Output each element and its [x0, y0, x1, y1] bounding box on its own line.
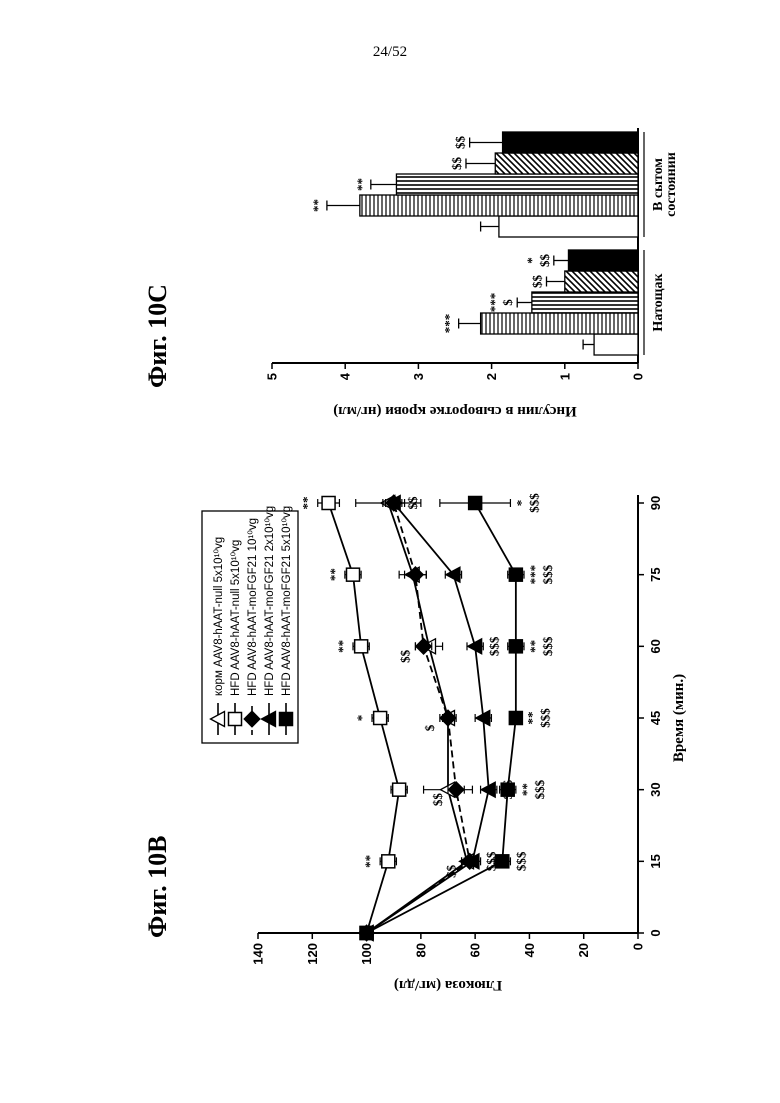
fig10c-y-tick-label: 3 — [411, 373, 426, 380]
fig10c-y-tick-label: 4 — [338, 372, 353, 380]
fig10b-plot-area: 0 20 40 60 80 100 120 140 0 15 30 45 60 75 90 Время (ми… — [202, 493, 687, 993]
fig10c-significance-label: ** — [310, 199, 325, 212]
fig10b-legend-marker — [229, 713, 242, 726]
fig10b-point — [509, 712, 522, 725]
fig10b-significance-label: **$$$ — [527, 636, 555, 656]
fig10b-legend-label: HFD AAV8-hAAT-null 5x10¹⁰vg — [230, 540, 242, 696]
fig10b-significance-label: $$ — [405, 496, 420, 510]
fig10b-y-tick-label: 20 — [576, 943, 591, 957]
fig10b-significance-label: $$ — [430, 793, 445, 807]
fig10b-y-axis-label: Глюкоза (мг/дл) — [394, 977, 502, 993]
fig10b-significance-label: $$$ — [486, 636, 501, 656]
fig10c-group-2: ** ** $$ $$ В сытомсостоянии — [310, 132, 679, 237]
fig10b-legend-label: HFD AAV8-hAAT-moFGF21 2x10¹⁰vg — [264, 506, 276, 696]
figure-10b: Фиг. 10B 0 20 40 60 80 100 120 140 0 15 30 45 60 75 90… — [143, 493, 687, 993]
fig10b-significance-label: *$$$ — [513, 493, 541, 513]
fig10b-point — [382, 855, 395, 868]
fig10b-significance-label: **$$$ — [524, 708, 552, 728]
fig10b-legend-marker — [280, 713, 293, 726]
fig10b-significance-label: $$ — [397, 649, 412, 663]
fig10c-significance-label: *** — [442, 314, 457, 334]
fig10b-significance-label: **$$$ — [519, 779, 547, 799]
fig10b-point — [322, 497, 335, 510]
fig10c-bar — [565, 271, 638, 292]
fig10b-point — [509, 568, 522, 581]
fig10c-significance-label: $$ — [449, 157, 464, 171]
fig10c-category-label: В сытомсостоянии — [651, 152, 679, 217]
fig10c-y-tick-label: 2 — [484, 373, 499, 380]
fig10b-significance-label: ** — [300, 497, 315, 510]
fig10c-plot-area: 0 1 2 3 4 5 Инсулин в сыворотке крови (нг/мл) *… — [265, 128, 680, 419]
fig10b-point — [468, 639, 482, 654]
fig10b-legend-label: HFD AAV8-hAAT-moFGF21 5x10¹⁰vg — [281, 506, 293, 696]
fig10b-y-tick-label: 60 — [468, 943, 483, 957]
fig10c-bar — [532, 292, 638, 313]
fig10b-y-tick-label: 40 — [522, 943, 537, 957]
fig10b-legend-label: корм AAV8-hAAT-null 5x10¹⁰vg — [213, 537, 225, 696]
fig10b-title: Фиг. 10B — [143, 835, 172, 938]
fig10c-group-1: *** ***$ $$ *$$ Натощак — [442, 250, 666, 355]
fig10c-significance-label: ** — [354, 178, 369, 191]
fig10c-bar — [499, 216, 638, 237]
fig10c-significance-label: ***$ — [487, 293, 515, 313]
fig10b-x-tick-label: 0 — [648, 929, 663, 936]
fig10b-point — [469, 497, 482, 510]
fig10b-y-tick-label: 0 — [631, 943, 646, 950]
fig10b-point — [355, 640, 368, 653]
fig10b-x-tick-label: 15 — [648, 854, 663, 868]
figure-10c: Фиг. 10C 0 1 2 3 4 5 Инсулин в сыворотке крови… — [143, 128, 679, 419]
fig10b-point — [496, 855, 509, 868]
fig10b-point — [509, 640, 522, 653]
fig10c-y-tick-label: 0 — [631, 373, 646, 380]
fig10c-significance-label: $$ — [530, 275, 545, 289]
fig10b-x-tick-label: 45 — [648, 711, 663, 725]
fig10b-x-tick-label: 90 — [648, 496, 663, 510]
fig10b-x-tick-label: 60 — [648, 639, 663, 653]
fig10b-significance-label: ** — [327, 568, 342, 581]
fig10c-bar — [360, 195, 638, 216]
fig10b-series-2: ********* — [300, 497, 408, 940]
fig10b-y-tick-label: 120 — [305, 943, 320, 965]
fig10b-point — [407, 567, 423, 583]
fig10b-significance-label: ***$$$ — [527, 564, 555, 584]
fig10c-bar — [503, 132, 638, 153]
fig10b-legend-label: HFD AAV8-hAAT-moFGF21 10¹⁰vg — [247, 518, 259, 696]
fig10b-significance-label: * — [354, 715, 369, 722]
fig10b-point — [374, 712, 387, 725]
fig10c-bar — [495, 153, 638, 174]
fig10b-x-tick-label: 75 — [648, 567, 663, 581]
fig10b-y-tick-label: 100 — [359, 943, 374, 965]
fig10b-legend: корм AAV8-hAAT-null 5x10¹⁰vg HFD AAV8-hAA… — [202, 506, 298, 743]
fig10b-point — [393, 783, 406, 796]
fig10c-bar — [396, 174, 638, 195]
fig10c-y-tick-label: 5 — [265, 373, 280, 380]
fig10c-significance-label: $$ — [453, 136, 468, 150]
fig10b-significance-label: $$$ — [513, 851, 528, 871]
fig10b-y-tick-label: 140 — [251, 943, 266, 965]
fig10b-significance-label: ** — [362, 855, 377, 868]
fig10c-bar — [568, 250, 638, 271]
fig10b-point — [347, 568, 360, 581]
fig10c-y-axis-label: Инсулин в сыворотке крови (нг/мл) — [333, 403, 577, 419]
fig10b-significance-label: ** — [335, 640, 350, 653]
fig10b-point — [360, 927, 373, 940]
fig10b-x-axis-label: Время (мин.) — [671, 674, 687, 762]
fig10b-point — [501, 783, 514, 796]
fig10c-category-label: Натощак — [651, 273, 666, 332]
fig10c-significance-label: *$$ — [524, 254, 552, 268]
fig10c-bar — [594, 334, 638, 355]
fig10b-x-tick-label: 30 — [648, 782, 663, 796]
fig10c-y-tick-label: 1 — [557, 373, 572, 380]
fig10b-significance-label: $ — [422, 724, 437, 731]
fig10b-point — [416, 638, 432, 654]
fig10c-bar — [481, 313, 638, 334]
fig10b-y-tick-label: 80 — [413, 943, 428, 957]
fig10c-title: Фиг. 10C — [143, 284, 172, 388]
